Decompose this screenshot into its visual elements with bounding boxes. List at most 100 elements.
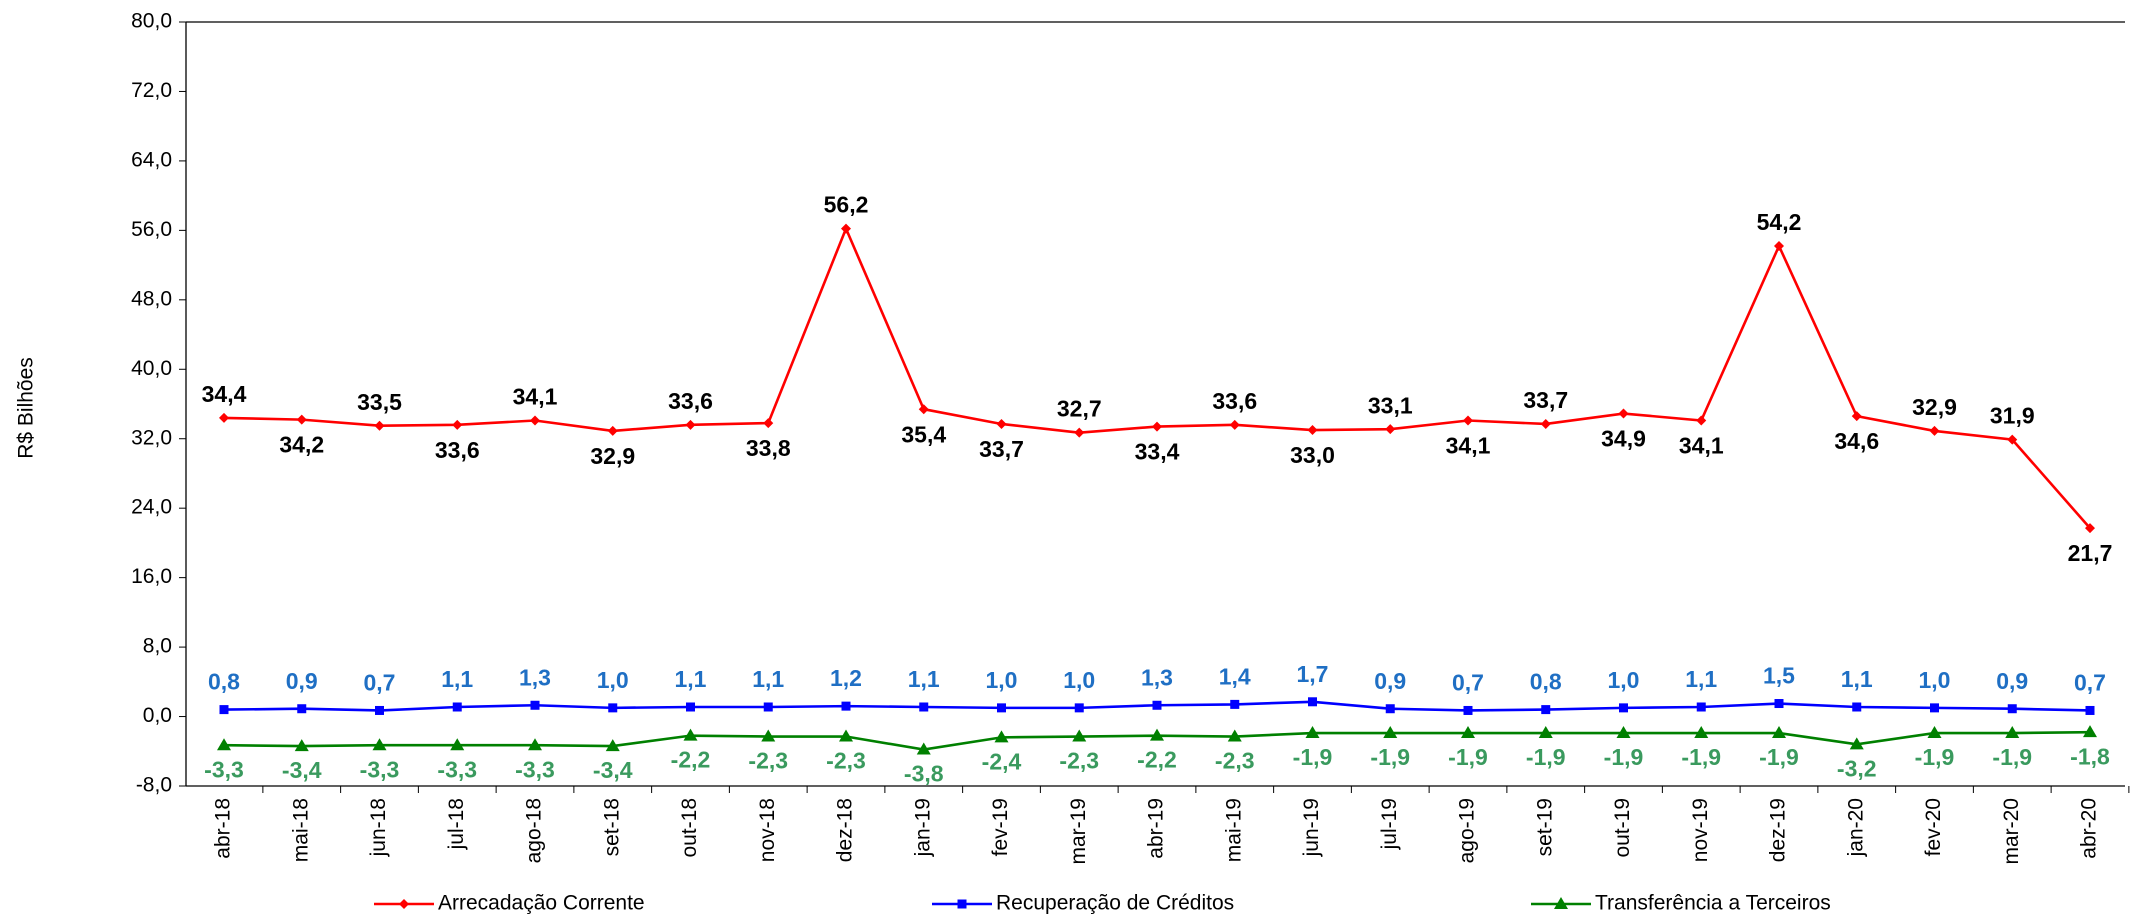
marker <box>452 702 462 712</box>
x-tick-label: jan-19 <box>911 798 934 857</box>
data-label: 0,8 <box>208 669 240 695</box>
data-label: 1,0 <box>1063 667 1095 693</box>
data-label: 33,7 <box>1523 387 1568 413</box>
marker <box>1152 421 1162 432</box>
data-label: 1,0 <box>1608 667 1640 693</box>
data-label: -1,9 <box>1370 744 1410 770</box>
data-label: -3,3 <box>515 756 555 782</box>
x-tick-label: dez-19 <box>1767 798 1790 862</box>
data-label: 1,1 <box>675 666 707 692</box>
marker <box>1385 424 1396 435</box>
data-label: -2,4 <box>982 748 1022 774</box>
x-tick-label: jun-18 <box>367 798 390 857</box>
data-label: 54,2 <box>1757 209 1802 235</box>
data-label: -3,4 <box>282 757 322 783</box>
marker <box>839 729 853 742</box>
data-label: 34,9 <box>1601 426 1646 452</box>
data-label: 1,1 <box>752 666 784 692</box>
data-label: 32,7 <box>1057 396 1102 422</box>
data-label: -3,4 <box>593 757 633 783</box>
marker <box>1851 411 1862 422</box>
y-tick-label: 8,0 <box>143 635 172 658</box>
marker <box>1150 728 1164 741</box>
marker <box>1619 703 1628 713</box>
marker <box>763 418 774 429</box>
data-label: 1,1 <box>908 666 940 692</box>
y-tick-label: 80,0 <box>131 10 172 33</box>
data-label: -1,9 <box>1681 744 1721 770</box>
data-label: 33,8 <box>746 435 791 461</box>
x-tick-label: set-18 <box>600 798 623 856</box>
data-label: 1,3 <box>1141 664 1173 690</box>
marker <box>2007 704 2017 714</box>
marker <box>2083 725 2097 738</box>
x-tick-label: ago-19 <box>1456 798 1479 863</box>
data-label: -2,3 <box>1215 748 1255 774</box>
marker <box>2085 705 2095 715</box>
marker <box>1461 726 1475 739</box>
data-label: 1,0 <box>986 667 1018 693</box>
data-label: 33,0 <box>1290 442 1335 468</box>
data-label: -2,3 <box>826 748 866 774</box>
marker <box>1696 702 1706 712</box>
marker <box>1074 427 1085 438</box>
x-tick-label: ago-18 <box>523 798 546 863</box>
marker <box>996 418 1007 429</box>
data-label: 1,0 <box>1919 667 1951 693</box>
y-tick-label: 48,0 <box>131 287 172 310</box>
marker <box>296 414 307 425</box>
marker <box>1849 737 1864 750</box>
legend-label: Arrecadação Corrente <box>438 892 645 915</box>
data-label: 1,1 <box>1685 666 1717 692</box>
data-label: 1,1 <box>1841 666 1873 692</box>
x-tick-label: nov-18 <box>756 798 779 862</box>
marker <box>1696 415 1707 426</box>
data-label: -3,3 <box>360 756 400 782</box>
x-tick-label: mai-19 <box>1222 798 1245 862</box>
marker <box>2085 523 2095 534</box>
marker <box>1229 419 1240 430</box>
marker <box>1929 425 1940 436</box>
marker <box>2005 726 2020 739</box>
x-tick-label: out-18 <box>678 798 701 858</box>
data-label: 1,0 <box>597 667 629 693</box>
marker <box>994 730 1009 743</box>
data-label: -1,9 <box>1526 744 1566 770</box>
legend-marker <box>1554 897 1568 909</box>
y-tick-label: 72,0 <box>131 79 172 102</box>
marker <box>683 728 698 741</box>
data-label: -2,2 <box>671 747 711 773</box>
marker <box>450 738 465 751</box>
marker <box>1774 699 1784 709</box>
marker <box>1308 697 1317 707</box>
data-label: 33,6 <box>668 388 713 414</box>
data-label: 1,2 <box>830 665 862 691</box>
marker <box>1227 729 1242 742</box>
marker <box>916 742 931 755</box>
marker <box>763 702 773 712</box>
data-label: 32,9 <box>590 443 635 469</box>
marker <box>1385 704 1395 714</box>
y-axis-title: R$ Bilhões <box>15 357 38 459</box>
data-label: 35,4 <box>901 421 946 447</box>
marker <box>294 739 309 752</box>
legend-label: Transferência a Terceiros <box>1595 892 1831 915</box>
x-tick-label: fev-20 <box>1922 798 1945 856</box>
data-label: -2,3 <box>1059 748 1099 774</box>
data-label: 1,4 <box>1219 663 1251 689</box>
data-label: 34,2 <box>279 432 324 458</box>
marker <box>761 729 776 742</box>
data-label: -1,9 <box>1759 744 1799 770</box>
data-label: 0,7 <box>2074 670 2106 696</box>
marker <box>1152 700 1162 710</box>
y-tick-label: 24,0 <box>131 496 172 519</box>
marker <box>1930 703 1939 713</box>
x-tick-label: mar-20 <box>2000 798 2023 865</box>
marker <box>217 738 231 751</box>
data-label: 33,6 <box>1212 388 1257 414</box>
x-tick-label: mar-19 <box>1067 798 1090 865</box>
x-tick-label: dez-18 <box>834 798 857 862</box>
marker <box>1616 726 1631 739</box>
y-tick-label: -8,0 <box>136 774 172 797</box>
